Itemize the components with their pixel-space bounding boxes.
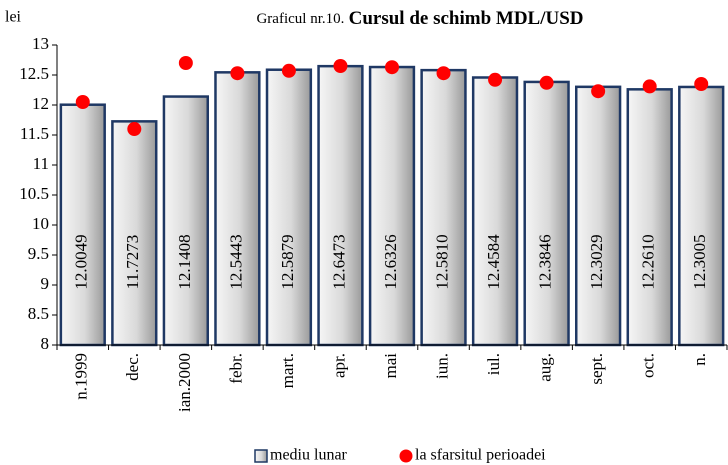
dot	[488, 72, 503, 87]
legend-swatch	[254, 449, 268, 463]
y-tick-label: 9.5	[28, 244, 49, 263]
value-label: 12.2610	[639, 234, 658, 289]
y-tick-label: 13	[32, 34, 49, 53]
value-label: 12.5810	[432, 234, 451, 289]
value-label: 12.6326	[381, 234, 400, 289]
y-tick-label: 8	[41, 334, 50, 353]
y-tick-label: 9	[41, 274, 50, 293]
bar	[265, 68, 313, 347]
bar	[471, 76, 519, 347]
bar	[678, 85, 725, 347]
value-label: 12.5879	[278, 234, 297, 289]
dot	[539, 75, 554, 90]
dot	[591, 84, 606, 99]
bar	[420, 68, 467, 347]
bar	[214, 71, 261, 347]
y-tick-label: 8.5	[28, 304, 49, 323]
dot	[75, 95, 90, 109]
bar	[111, 120, 158, 347]
x-tick-label: ian.2000	[175, 353, 194, 412]
bar	[575, 85, 622, 347]
value-label: 12.4584	[484, 234, 503, 290]
value-label: 12.3846	[536, 234, 555, 289]
bar	[368, 65, 416, 347]
value-label: 12.6473	[329, 234, 348, 289]
value-label: 12.3029	[587, 234, 606, 289]
value-label: 12.0049	[72, 234, 91, 289]
y-tick-label: 11	[33, 154, 49, 173]
value-label: 11.7273	[123, 235, 142, 290]
y-axis-label: lei	[5, 9, 22, 26]
bar	[162, 95, 209, 347]
value-label: 12.1408	[175, 234, 194, 289]
x-tick-label: sept.	[587, 353, 606, 385]
legend-label: la sfarsitul perioadei	[415, 447, 546, 464]
dot	[127, 122, 142, 136]
x-tick-label: apr.	[329, 353, 348, 378]
dot	[694, 77, 709, 91]
chart-title: Graficul nr.10. Cursul de schimb MDL/USD	[256, 8, 583, 29]
x-tick-label: aug.	[536, 353, 555, 382]
bar	[59, 103, 106, 347]
x-tick-label: mart.	[278, 353, 297, 388]
legend-swatch	[399, 449, 413, 463]
value-label: 12.3005	[690, 234, 709, 289]
y-tick-label: 11.5	[20, 124, 49, 143]
x-tick-label: iun.	[432, 353, 451, 379]
bar	[626, 88, 673, 347]
x-tick-label: oct.	[639, 353, 658, 378]
title-prefix: Graficul nr.10.	[256, 11, 344, 27]
dot	[333, 59, 348, 73]
dot	[281, 63, 296, 78]
x-tick-label: mai	[381, 353, 400, 379]
y-tick-label: 10.5	[19, 184, 49, 203]
y-tick-label: 10	[32, 214, 49, 233]
bar	[523, 80, 570, 347]
dot	[436, 66, 451, 81]
dot	[178, 56, 193, 70]
x-tick-label: febr.	[226, 353, 245, 384]
value-label: 12.5443	[226, 234, 245, 289]
bar	[317, 64, 364, 347]
x-tick-label: n.1999	[72, 353, 91, 400]
y-tick-label: 12.5	[19, 64, 49, 83]
x-tick-label: dec.	[123, 353, 142, 381]
legend-label: mediu lunar	[270, 447, 348, 464]
x-tick-label: n.	[690, 353, 709, 366]
y-tick-label: 12	[32, 94, 49, 113]
dot	[642, 79, 657, 94]
dot	[230, 66, 245, 81]
x-tick-label: iul.	[484, 353, 503, 375]
title-main: Cursul de schimb MDL/USD	[349, 8, 584, 29]
dot	[385, 60, 399, 75]
